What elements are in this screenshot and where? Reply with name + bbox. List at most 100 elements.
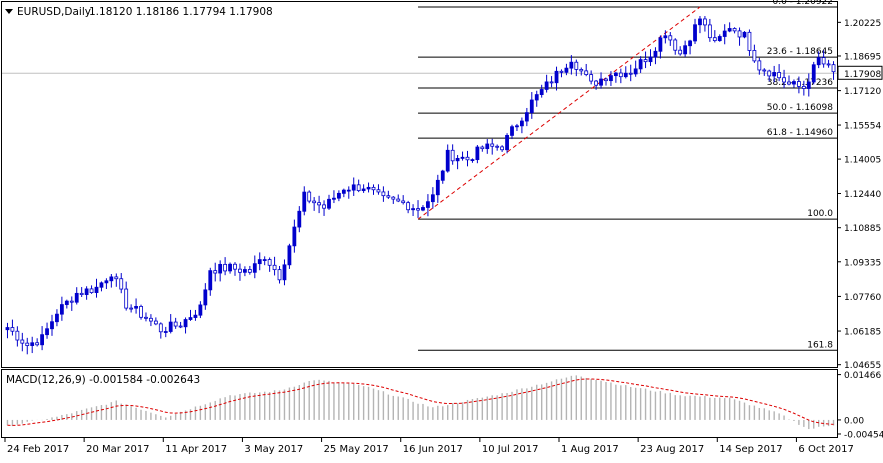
candle-body <box>821 57 826 65</box>
price-tick-label: 1.14005 <box>844 156 881 166</box>
price-axis[interactable]: 1.20225 1.18695 1.17908 1.17120 1.15554 1.140… <box>837 19 883 371</box>
candle-body <box>361 188 366 192</box>
candle-body <box>124 288 129 309</box>
candle-body <box>544 81 549 90</box>
candle-body <box>267 259 272 266</box>
candle-body <box>579 69 584 72</box>
fibonacci-trendline[interactable] <box>417 6 701 220</box>
candle-body <box>109 276 114 282</box>
candle-body <box>515 125 519 128</box>
fib-level-label: 100.0 <box>807 209 833 219</box>
candle-body <box>183 319 188 328</box>
candle-body <box>262 259 267 261</box>
candle-body <box>287 245 292 266</box>
candle-body <box>609 75 613 82</box>
candle-body <box>341 189 346 194</box>
time-tick-label: 20 Mar 2017 <box>86 444 149 455</box>
candle-body <box>50 321 54 330</box>
candle-body <box>163 331 168 333</box>
time-tick-label: 3 May 2017 <box>244 444 303 455</box>
candle-body <box>683 45 688 55</box>
candle-body <box>737 30 742 38</box>
candle-body <box>475 146 480 161</box>
candle-body <box>707 24 712 39</box>
fib-level-label: 161.8 <box>807 340 833 350</box>
candle-body <box>727 28 732 32</box>
candle-body <box>747 31 752 51</box>
candle-body <box>569 61 574 69</box>
candle-body <box>213 270 218 274</box>
candle-body <box>104 280 109 284</box>
ohlc-values: 1.18120 1.18186 1.17794 1.17908 <box>89 6 273 18</box>
candle-body <box>144 316 148 319</box>
candle-body <box>386 195 391 198</box>
price-tick-label: 1.20225 <box>844 19 881 29</box>
candle-body <box>168 321 173 332</box>
time-tick-label: 14 Sep 2017 <box>719 444 782 455</box>
time-tick-label: 10 Jul 2017 <box>482 444 539 455</box>
candle-body <box>435 179 440 196</box>
candle-body <box>327 198 331 209</box>
candle-body <box>633 68 638 75</box>
candle-body <box>223 263 228 272</box>
candle-body <box>490 143 495 147</box>
candle-body <box>20 339 25 344</box>
candles <box>5 16 836 355</box>
candle-body <box>480 146 485 150</box>
time-tick-label: 1 Aug 2017 <box>561 444 619 455</box>
macd-signal-line <box>7 378 834 426</box>
macd-tick-label: 0.00 <box>844 416 864 426</box>
candle-body <box>505 135 509 151</box>
fib-level-label: 23.6 - 1.18645 <box>767 47 833 57</box>
candle-body <box>25 342 30 346</box>
time-tick-label: 16 Jun 2017 <box>403 444 463 455</box>
candle-body <box>257 259 262 265</box>
candle-body <box>297 210 302 228</box>
candle-body <box>717 36 722 42</box>
candle-body <box>391 196 396 200</box>
candle-body <box>752 50 757 62</box>
candle-body <box>440 170 445 181</box>
candle-body <box>722 30 727 37</box>
macd-tick-label: 0.01466 <box>844 371 881 381</box>
candle-body <box>658 37 663 52</box>
candle-body <box>698 18 702 26</box>
time-tick-label: 11 Apr 2017 <box>165 444 227 455</box>
candle-body <box>203 289 208 306</box>
candle-body <box>149 317 153 322</box>
candle-body <box>529 99 534 114</box>
candle-body <box>45 328 49 336</box>
price-tick-label: 1.07760 <box>844 293 881 303</box>
candle-body <box>218 263 223 274</box>
candle-body <box>193 314 198 318</box>
menu-triangle-icon[interactable] <box>5 9 13 14</box>
candle-body <box>806 81 811 89</box>
candle-body <box>797 81 801 87</box>
candle-body <box>228 263 232 272</box>
candle-body <box>450 149 455 162</box>
candle-body <box>673 39 678 51</box>
candle-body <box>381 191 386 197</box>
candle-body <box>84 288 89 295</box>
candle-body <box>233 263 237 270</box>
main-chart-frame <box>1 1 838 368</box>
candle-body <box>69 300 74 303</box>
candle-body <box>559 70 564 73</box>
candle-body <box>40 334 44 346</box>
candle-body <box>35 342 40 346</box>
candle-body <box>668 35 673 41</box>
candle-body <box>465 156 470 161</box>
candle-body <box>10 327 15 332</box>
candle-body <box>401 200 406 204</box>
candle-body <box>55 313 59 323</box>
candle-body <box>455 158 460 162</box>
candle-body <box>584 70 589 75</box>
price-tick-label: 1.09335 <box>844 258 881 268</box>
candle-body <box>134 306 138 309</box>
time-tick-label: 25 May 2017 <box>324 444 389 455</box>
candle-body <box>757 60 762 71</box>
candle-body <box>302 191 307 212</box>
time-axis: 24 Feb 2017 20 Mar 2017 11 Apr 2017 3 May 2… <box>4 437 854 455</box>
